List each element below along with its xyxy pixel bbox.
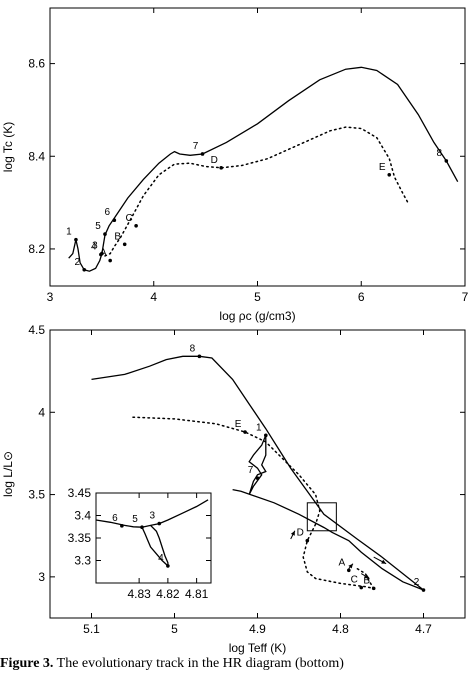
plot-frame [49, 7, 466, 287]
y-tick-label: 8.2 [28, 242, 45, 256]
point-label-7: 7 [193, 141, 199, 152]
point-label-7: 7 [248, 465, 254, 476]
direction-arrowhead-3 [348, 563, 353, 569]
data-point-E [243, 430, 247, 434]
direction-arrowhead-0 [381, 559, 387, 564]
y-tick-label: 3.4 [74, 509, 91, 523]
point-label-D: D [297, 528, 304, 539]
data-point-7 [255, 476, 260, 480]
x-tick-label: 4.83 [127, 587, 151, 601]
data-point-4 [166, 564, 170, 568]
y-tick-label: 3.5 [28, 488, 45, 502]
data-point-8 [197, 354, 202, 359]
point-label-5: 5 [95, 221, 101, 232]
series-line-dotted-1 [104, 126, 409, 257]
y-tick-label: 3.45 [68, 486, 92, 500]
figure-caption: Figure 3. The evolutionary track in the … [0, 656, 474, 675]
caption-label: Figure 3. [0, 656, 54, 671]
y-tick-label: 3.35 [68, 531, 92, 545]
data-point-2 [421, 588, 426, 592]
y-axis-label: log Tc (K) [1, 122, 15, 172]
direction-arrowhead-2 [290, 530, 295, 536]
x-tick-label: 4.81 [185, 587, 209, 601]
x-tick-label: 6 [358, 290, 365, 304]
data-point-D [305, 538, 310, 543]
x-tick-label: 5 [171, 622, 178, 636]
y-tick-label: 3.3 [74, 554, 91, 568]
point-label-C: C [351, 575, 358, 586]
point-label-A: A [100, 248, 107, 259]
x-tick-label: 4.9 [249, 622, 266, 636]
x-tick-label: 4 [150, 290, 157, 304]
data-point-C [359, 585, 364, 590]
point-label-3: 3 [149, 511, 155, 522]
data-point-8 [444, 159, 449, 163]
point-label-6: 6 [105, 207, 111, 218]
x-tick-label: 4.82 [156, 587, 180, 601]
point-label-4: 4 [158, 553, 164, 564]
point-label-E: E [379, 162, 386, 173]
data-point-7 [200, 152, 205, 156]
series-line-solid-0 [68, 66, 459, 272]
x-tick-label: 4.8 [332, 622, 349, 636]
point-label-5: 5 [132, 514, 138, 525]
point-label-A: A [338, 557, 345, 568]
data-point-3 [157, 521, 162, 526]
data-point-E [387, 173, 392, 177]
data-point-5 [140, 525, 144, 529]
point-label-B: B [363, 575, 370, 586]
point-label-6: 6 [112, 513, 118, 524]
series-line-solid-1 [248, 435, 267, 495]
x-tick-label: 5 [254, 290, 261, 304]
data-point-D [219, 166, 223, 170]
data-point-A [347, 568, 351, 573]
point-label-4: 4 [91, 241, 97, 252]
point-label-C: C [125, 213, 132, 224]
series-line-solid-0 [91, 355, 424, 591]
point-label-2: 2 [74, 257, 80, 268]
data-point-6 [120, 524, 124, 528]
data-point-A [108, 258, 112, 263]
zoom-region-box [306, 502, 337, 532]
point-label-8: 8 [190, 343, 196, 354]
y-tick-label: 8.6 [28, 57, 45, 71]
x-tick-label: 4.7 [415, 622, 432, 636]
data-point-5 [103, 232, 107, 236]
y-tick-label: 4 [38, 405, 45, 419]
x-tick-label: 7 [462, 290, 469, 304]
data-point-1 [264, 433, 268, 438]
point-label-1: 1 [256, 422, 262, 433]
point-label-3: 3 [92, 241, 98, 252]
data-point-B [371, 586, 376, 591]
x-axis-label: log ρc (g/cm3) [219, 309, 295, 323]
y-tick-label: 3 [38, 570, 45, 584]
caption-text: The evolutionary track in the HR diagram… [56, 656, 344, 671]
data-point-4 [99, 252, 103, 257]
point-label-2: 2 [414, 577, 420, 588]
inset-background [96, 493, 211, 583]
y-axis-label: log L/L⊙ [1, 451, 15, 497]
x-tick-label: 5.1 [83, 622, 100, 636]
data-point-C [134, 223, 138, 228]
data-point-B [122, 242, 127, 247]
point-label-D: D [211, 155, 218, 166]
chart-panel-inset: 4.83 4.82 4.81 3.3 3.35 3.4 3.45 3 4 5 6 [68, 486, 212, 601]
x-tick-label: 3 [47, 290, 54, 304]
data-point-2 [82, 267, 87, 272]
point-label-8: 8 [437, 148, 443, 159]
y-tick-label: 8.4 [28, 149, 45, 163]
y-tick-label: 4.5 [28, 323, 45, 337]
data-point-6 [112, 218, 117, 223]
point-label-B: B [114, 231, 121, 242]
data-point-1 [74, 237, 78, 242]
direction-arrowhead-1 [364, 574, 370, 579]
point-label-E: E [235, 419, 242, 430]
x-axis-label: log Teff (K) [229, 641, 287, 655]
point-label-1: 1 [66, 227, 72, 238]
